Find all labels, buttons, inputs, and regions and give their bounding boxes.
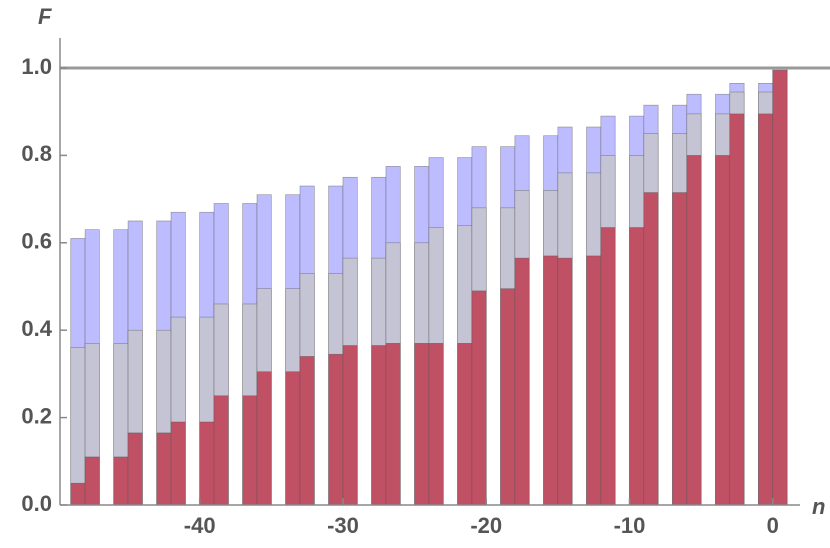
bar [342, 345, 358, 506]
bar [70, 482, 86, 506]
y-axis-label: F [38, 4, 52, 29]
y-tick-label: 0.6 [21, 229, 52, 254]
bar [543, 255, 559, 506]
bar [672, 192, 688, 506]
bar [256, 371, 272, 506]
x-tick-label: -10 [614, 513, 646, 538]
bar [170, 421, 186, 506]
x-tick-label: 0 [767, 513, 779, 538]
x-axis-label: n [812, 494, 825, 519]
y-tick-label: 0.4 [21, 316, 52, 341]
bar [242, 395, 258, 506]
bar [758, 113, 774, 506]
y-tick-label: 0.8 [21, 141, 52, 166]
bar [500, 288, 516, 506]
bar [457, 343, 473, 506]
bar [156, 432, 172, 506]
bar [299, 356, 315, 506]
bar [471, 290, 487, 506]
bar [729, 113, 745, 506]
y-tick-label: 0.2 [21, 403, 52, 428]
y-tick-label: 1.0 [21, 54, 52, 79]
bar [70, 347, 86, 506]
x-tick-label: -20 [470, 513, 502, 538]
x-tick-label: -40 [184, 513, 216, 538]
bar [557, 257, 573, 506]
bar [213, 395, 229, 506]
bar [127, 432, 143, 506]
bar [600, 227, 616, 506]
bar [371, 345, 387, 506]
bar [686, 155, 702, 506]
bar [113, 456, 129, 506]
bar [84, 456, 100, 506]
y-tick-label: 0.0 [21, 491, 52, 516]
bar [643, 192, 659, 506]
bar [514, 257, 530, 506]
bar [385, 343, 401, 506]
bar [428, 343, 444, 506]
bar [629, 227, 645, 506]
bar [586, 255, 602, 506]
bar [199, 421, 215, 506]
bar [285, 371, 301, 506]
bar [772, 69, 788, 506]
bar [715, 155, 731, 506]
bar [328, 353, 344, 506]
bar [414, 343, 430, 506]
x-tick-label: -30 [327, 513, 359, 538]
